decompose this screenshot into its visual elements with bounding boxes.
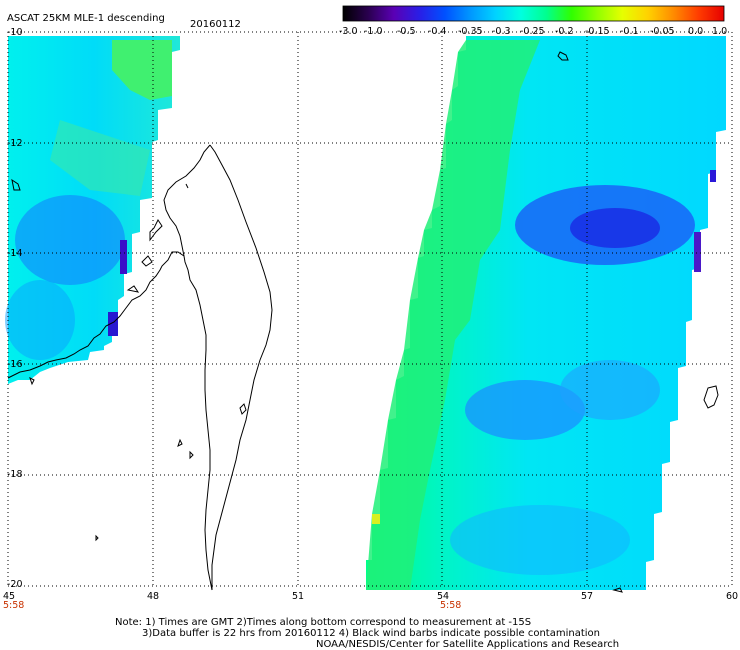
lat-label: -12 [7, 138, 23, 149]
colorbar-tick: -0.4 [428, 26, 447, 37]
island-west-2 [29, 377, 35, 386]
madagascar-coastline [7, 144, 273, 591]
lat-label: -14 [7, 248, 23, 259]
swath-east-purple-cell-2 [710, 170, 716, 182]
island-small-4 [239, 403, 247, 415]
island-east-2 [703, 385, 719, 409]
swath-west-green-patch [112, 40, 172, 100]
colorbar-tick: -0.3 [492, 26, 511, 37]
colorbar-fill [342, 5, 725, 22]
island-small-6 [612, 587, 623, 593]
island-small-1 [177, 438, 183, 447]
lat-label: -10 [7, 27, 23, 38]
lon-label: 57 [581, 591, 594, 602]
graticule [7, 31, 733, 587]
swath-west-blue-area [15, 195, 125, 285]
lat-label: -20 [7, 579, 23, 590]
colorbar-tick: -0.05 [650, 26, 675, 37]
plot-title: ASCAT 25KM MLE-1 descending [7, 13, 165, 24]
colorbar-tick: -1.0 [364, 26, 383, 37]
swath-west-purple-cell-2 [108, 312, 118, 336]
swath-east-purple-cell [694, 232, 701, 272]
island-small-2 [189, 450, 194, 460]
island-small-5 [95, 534, 99, 542]
colorbar-tick: -0.5 [397, 26, 416, 37]
swath-east-blue-area-3 [450, 505, 630, 575]
swath-east-green-band [366, 40, 540, 590]
lon-label: 60 [726, 591, 739, 602]
lon-label: 54 [437, 591, 450, 602]
note-line-3: NOAA/NESDIS/Center for Satellite Applica… [316, 639, 620, 650]
swath-west-purple-cell [120, 240, 127, 274]
lon-label: 51 [292, 591, 305, 602]
swath-east-blue-core-2 [570, 208, 660, 248]
swath-west-blue-area-2 [5, 280, 75, 360]
lon-label: 45 [3, 591, 16, 602]
swath-east-blue-area-2 [560, 360, 660, 420]
mainland-coast-detail [126, 219, 163, 293]
island-small-3 [185, 183, 189, 189]
colorbar-tick: 1.0 [712, 26, 728, 37]
colorbar-tick: -0.15 [585, 26, 610, 37]
swath-west-green-patch-2 [50, 120, 150, 196]
colorbar-tick: -3.0 [339, 26, 358, 37]
note-line-2: 3)Data buffer is 22 hrs from 20160112 4)… [142, 628, 600, 639]
swath-west [5, 36, 180, 384]
time-label: 5:58 [440, 600, 462, 611]
plot-date: 20160112 [190, 19, 241, 30]
colorbar-tick: -0.35 [458, 26, 483, 37]
island-west-1 [11, 178, 21, 191]
lat-label: -18 [7, 469, 23, 480]
colorbar-tick: 0.0 [688, 26, 704, 37]
swath-east-blue-area [465, 380, 585, 440]
colorbar-tick: -0.25 [520, 26, 545, 37]
swath-east-yellow-cell [372, 514, 380, 524]
madagascar-north-tip [163, 144, 211, 257]
time-label: 5:58 [3, 600, 25, 611]
colorbar [342, 5, 725, 22]
coastline [7, 51, 719, 593]
colorbar-tick: -0.2 [555, 26, 574, 37]
swath-east [366, 36, 726, 590]
note-line-1: Note: 1) Times are GMT 2)Times along bot… [115, 617, 532, 628]
lat-label: -16 [7, 359, 23, 370]
colorbar-tick: -0.1 [620, 26, 639, 37]
island-east-1 [557, 51, 569, 61]
lon-label: 48 [147, 591, 160, 602]
